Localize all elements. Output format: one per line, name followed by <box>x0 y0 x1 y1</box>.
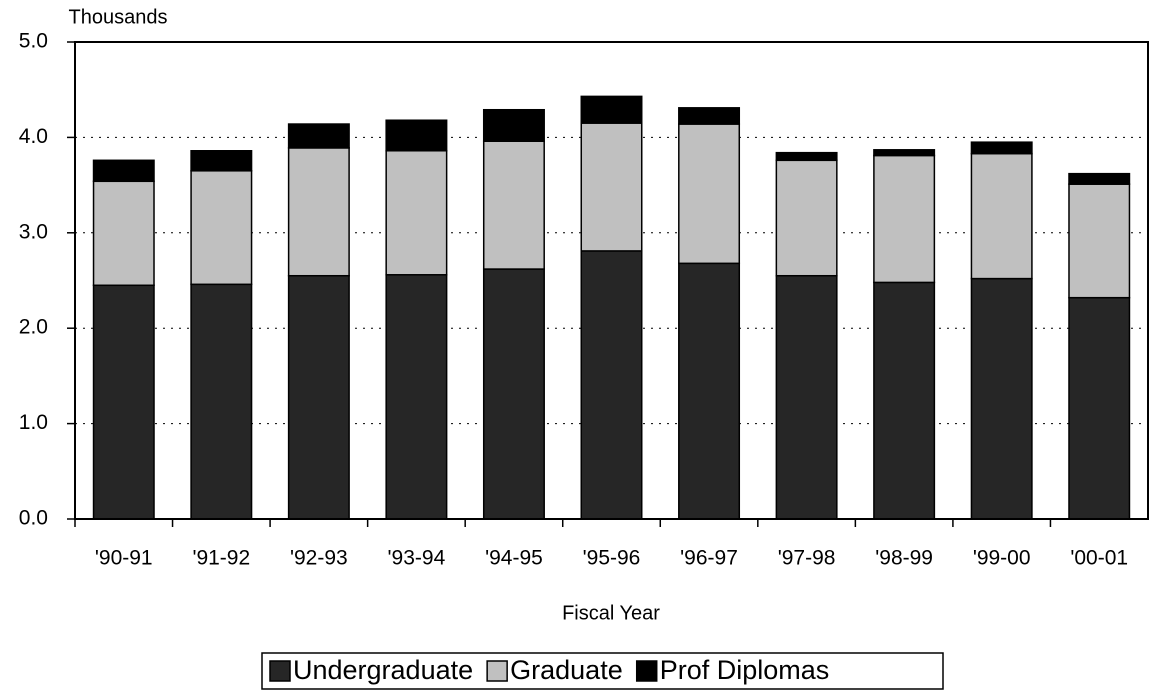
bar-segment <box>678 262 741 520</box>
bar-segment <box>1068 172 1131 185</box>
bar-segment <box>580 95 643 124</box>
bar-segment <box>873 281 936 520</box>
bar-segment <box>970 152 1033 280</box>
x-tick-label: '98-99 <box>875 547 933 570</box>
bar-segment <box>580 250 643 520</box>
bar-segment <box>190 170 253 286</box>
x-tick-label: '99-00 <box>973 547 1031 570</box>
bar-segment <box>287 147 350 277</box>
legend-box <box>261 652 944 690</box>
legend-swatch <box>486 660 508 682</box>
y-tick-label: 1.0 <box>19 411 48 434</box>
bar-segment <box>873 149 936 157</box>
legend-label: Graduate <box>510 655 623 685</box>
y-tick-label: 2.0 <box>19 316 48 339</box>
x-tick-label: '00-01 <box>1070 547 1128 570</box>
x-tick-label: '91-92 <box>192 547 250 570</box>
bar-segment <box>287 123 350 149</box>
bar-segment <box>678 107 741 125</box>
bar-segment <box>775 274 838 520</box>
bar-segment <box>287 274 350 520</box>
bar-segment <box>385 119 448 152</box>
bar-segment <box>1068 183 1131 299</box>
bar-segment <box>482 108 545 142</box>
x-tick-label: '93-94 <box>388 547 446 570</box>
legend: Undergraduate Graduate Prof Diplomas <box>269 655 830 685</box>
x-tick-label: '92-93 <box>290 547 348 570</box>
y-tick-label: 5.0 <box>19 30 48 53</box>
bar-segment <box>678 123 741 265</box>
x-tick-label: '90-91 <box>95 547 153 570</box>
y-tick-label: 0.0 <box>19 507 48 530</box>
bar-segment <box>970 277 1033 520</box>
axis-frame <box>74 41 1149 520</box>
y-tick-label: 4.0 <box>19 125 48 148</box>
x-tick-label: '97-98 <box>778 547 836 570</box>
bar-segment <box>190 283 253 520</box>
legend-label: Undergraduate <box>293 655 473 685</box>
bar-segment <box>970 141 1033 155</box>
x-tick-label: '95-96 <box>583 547 641 570</box>
x-axis-label: Fiscal Year <box>562 602 660 624</box>
y-unit-label: Thousands <box>69 6 168 28</box>
bar-segment <box>580 122 643 252</box>
bar-segment <box>482 268 545 520</box>
x-tick-label: '96-97 <box>680 547 738 570</box>
bar-segment <box>873 154 936 284</box>
bar-segment <box>1068 296 1131 520</box>
y-tick-label: 3.0 <box>19 220 48 243</box>
bar-segment <box>775 159 838 277</box>
legend-swatch <box>269 660 291 682</box>
bar-segment <box>92 180 155 287</box>
legend-label: Prof Diplomas <box>660 655 830 685</box>
bar-segment <box>482 140 545 270</box>
bar-segment <box>92 159 155 183</box>
bar-segment <box>775 151 838 162</box>
x-tick-label: '94-95 <box>485 547 543 570</box>
legend-swatch <box>635 660 658 682</box>
bar-segment <box>190 150 253 172</box>
bar-segment <box>385 150 448 276</box>
bar-segment <box>385 274 448 520</box>
bar-segment <box>92 284 155 520</box>
